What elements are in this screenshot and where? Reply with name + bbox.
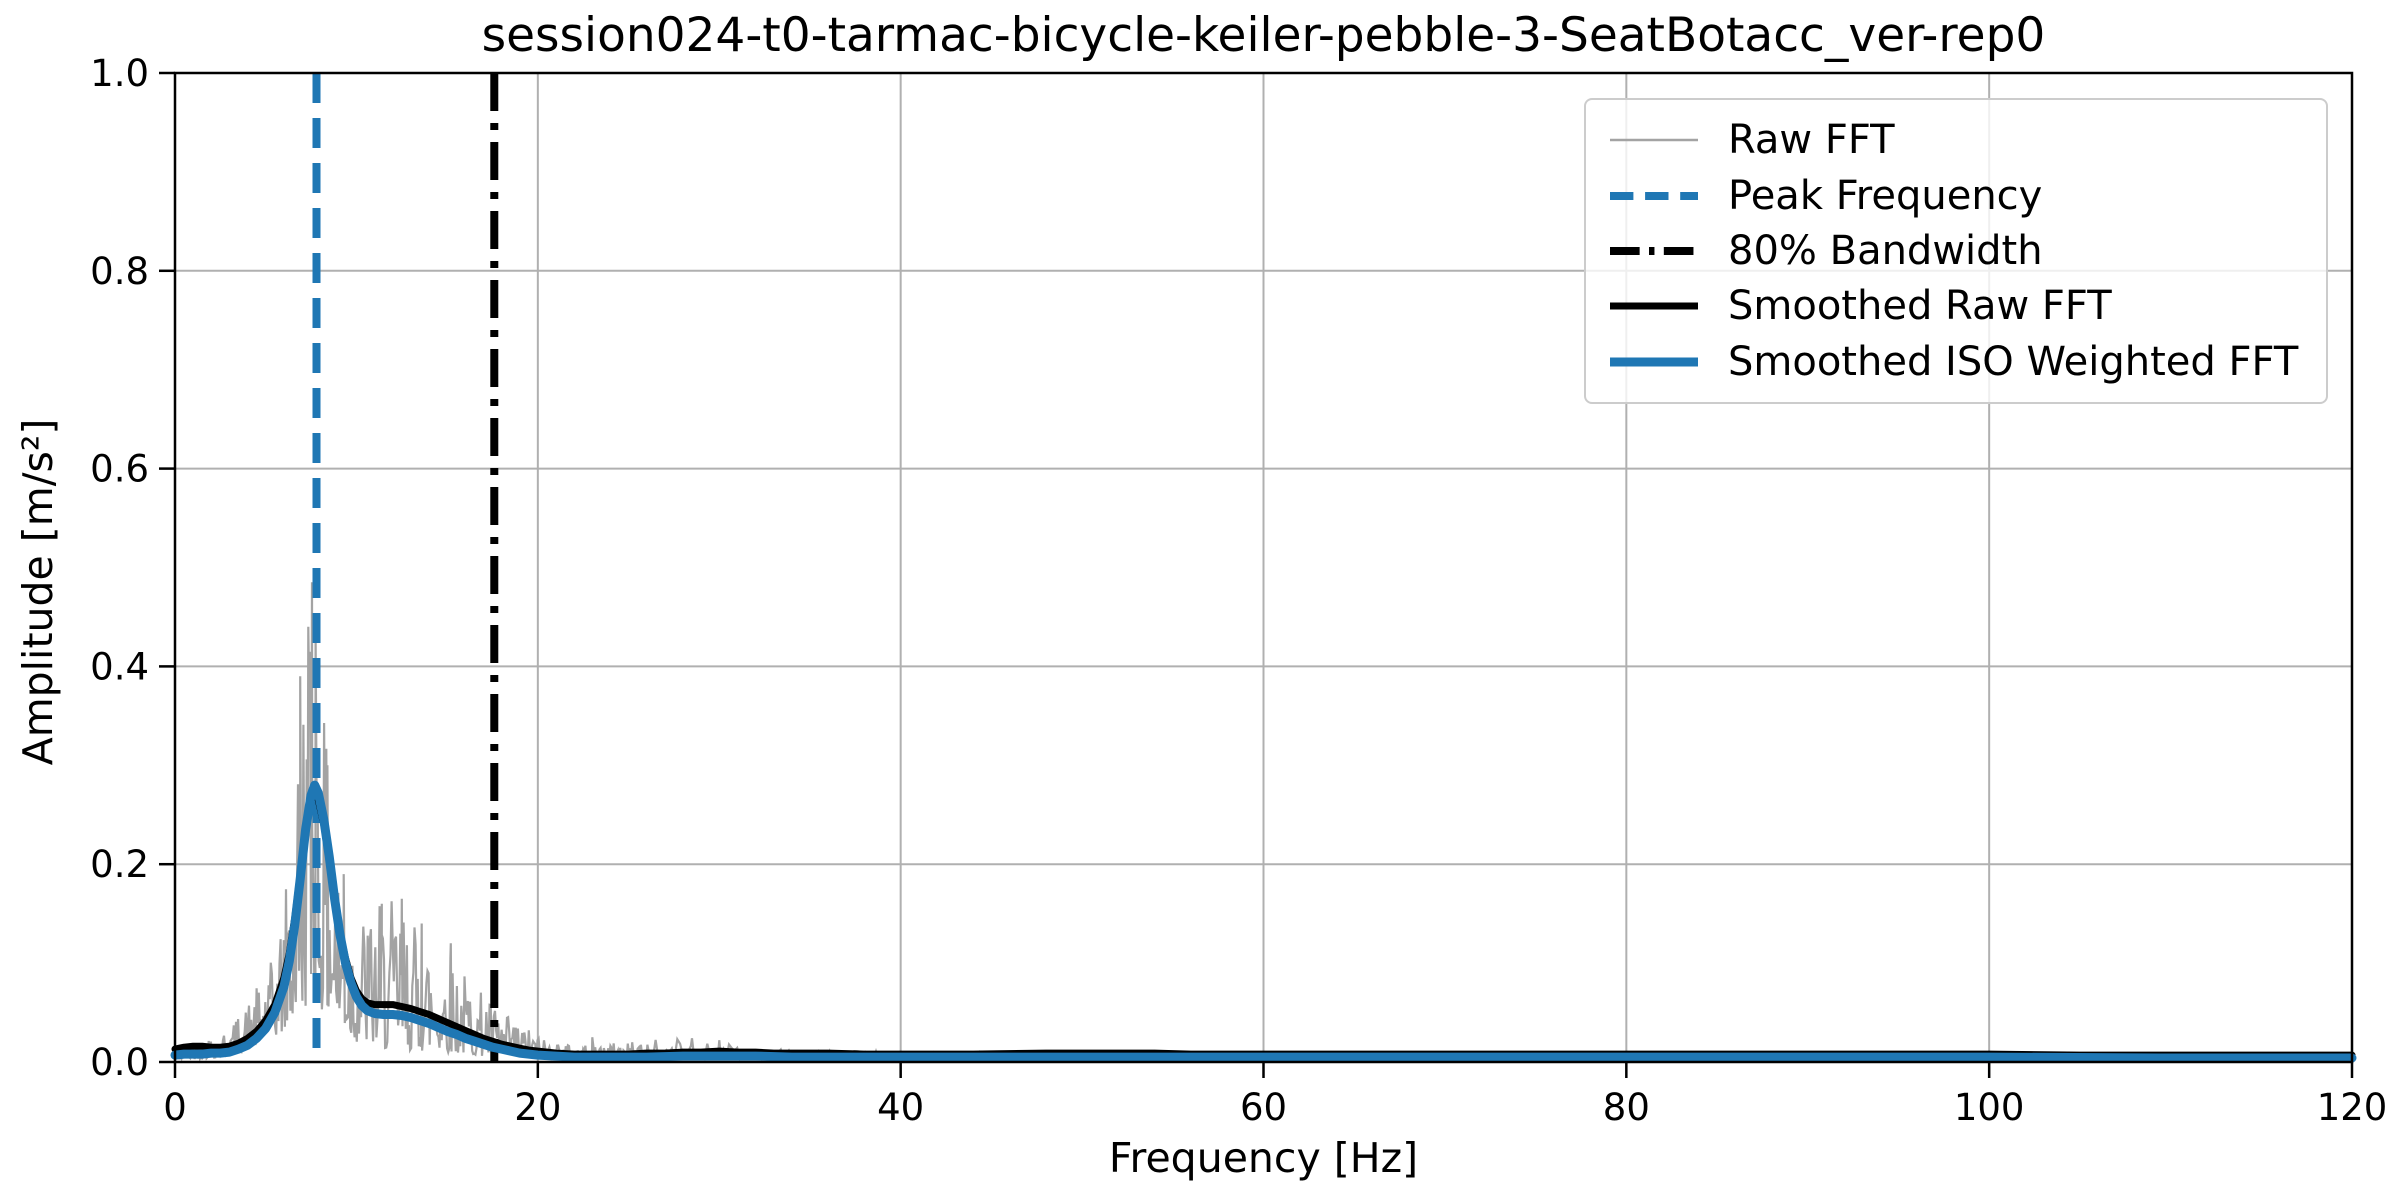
legend-sample-80-bandwidth-line (1610, 246, 1698, 255)
x-tick-label-100: 100 (1954, 1086, 2025, 1129)
legend-label-80-bandwidth: 80% Bandwidth (1728, 227, 2043, 274)
legend-item-raw-fft: Raw FFT (1586, 117, 2326, 163)
x-tick-label-20: 20 (514, 1086, 561, 1129)
y-tick-label-0.8: 0.8 (90, 250, 149, 293)
y-tick-label-0.6: 0.6 (90, 448, 149, 491)
y-axis-label: Amplitude [m/s²] (14, 418, 62, 766)
legend-item-smoothed-raw-fft: Smoothed Raw FFT (1586, 283, 2326, 329)
y-tick-label-0.4: 0.4 (90, 645, 149, 688)
x-axis-label: Frequency [Hz] (1108, 1134, 1419, 1182)
legend-label-peak-frequency: Peak Frequency (1728, 172, 2043, 219)
legend: Raw FFT Peak Frequency 80% Bandwidth Smooth… (1584, 98, 2328, 404)
x-tick-label-0: 0 (163, 1086, 187, 1129)
legend-label-raw-fft: Raw FFT (1728, 117, 1895, 164)
x-tick-label-40: 40 (877, 1086, 924, 1129)
legend-label-smoothed-raw-fft: Smoothed Raw FFT (1728, 283, 2112, 330)
chart-title: session024-t0-tarmac-bicycle-keiler-pebb… (481, 8, 2046, 63)
series-smoothed-iso-weighted-fft (170, 780, 2357, 1063)
legend-sample-smoothed-raw-fft-line (1610, 302, 1698, 310)
legend-sample-peak-frequency-line (1610, 191, 1698, 200)
x-tick-label-120: 120 (2317, 1086, 2388, 1129)
y-tick-label-0.0: 0.0 (90, 1041, 149, 1084)
legend-sample-smoothed-iso-weighted-fft-line (1610, 357, 1698, 367)
legend-item-smoothed-iso-weighted-fft: Smoothed ISO Weighted FFT (1586, 339, 2326, 385)
y-tick-label-0.2: 0.2 (90, 843, 149, 886)
legend-item-80-bandwidth: 80% Bandwidth (1586, 228, 2326, 274)
x-tick-label-80: 80 (1603, 1086, 1650, 1129)
legend-sample-raw-fft-line (1610, 139, 1698, 142)
x-tick-label-60: 60 (1240, 1086, 1287, 1129)
legend-label-smoothed-iso-weighted-fft: Smoothed ISO Weighted FFT (1728, 338, 2299, 385)
y-tick-label-1.0: 1.0 (90, 52, 149, 95)
legend-item-peak-frequency: Peak Frequency (1586, 173, 2326, 219)
